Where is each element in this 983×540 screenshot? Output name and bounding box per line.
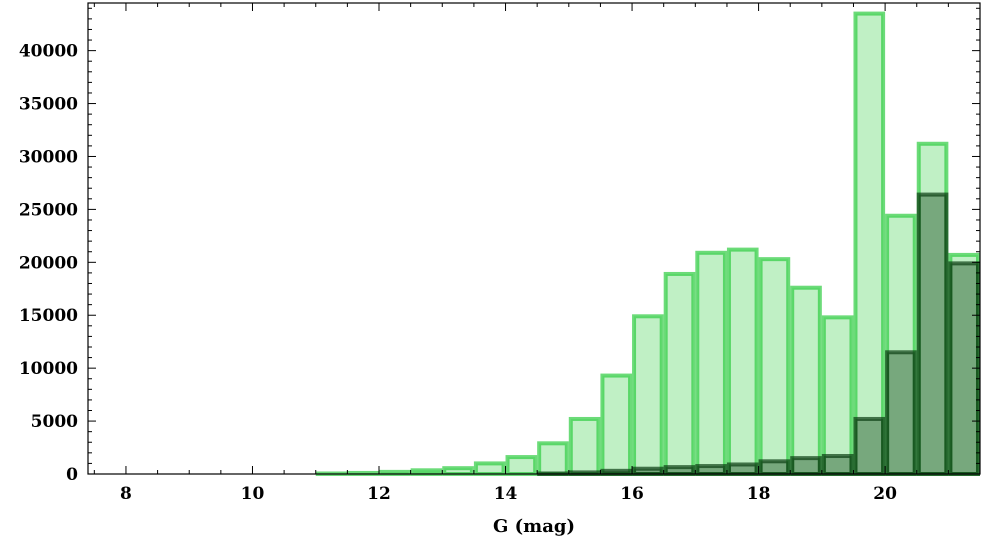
y-tick-label: 25000	[19, 200, 78, 220]
x-tick-label: 20	[873, 484, 897, 504]
dark-bar	[632, 466, 664, 476]
green-bar	[442, 466, 474, 476]
dark-bar	[663, 465, 696, 477]
y-tick-label: 5000	[31, 412, 78, 432]
green-bars-group	[315, 11, 980, 477]
green-bar	[758, 257, 791, 476]
x-tick-label: 18	[747, 484, 771, 504]
y-tick-label: 30000	[19, 147, 78, 167]
green-bar	[473, 461, 506, 477]
x-tick-label: 12	[367, 484, 391, 504]
y-tick-label: 35000	[19, 95, 78, 115]
green-bar	[821, 315, 854, 476]
green-bar	[726, 247, 759, 476]
x-tick-label: 14	[494, 484, 518, 504]
green-bar	[537, 441, 569, 476]
axes-group: 8 10 12 14 16 18 20 0 5000 10000 15000 20000 25000 30…	[19, 2, 981, 504]
dark-bar	[885, 350, 917, 476]
dark-bar	[695, 464, 727, 477]
x-tick-label: 8	[120, 484, 132, 504]
dark-bar	[948, 261, 980, 477]
dark-bar	[916, 192, 949, 476]
y-tick-label: 0	[66, 465, 78, 485]
y-tick-label: 10000	[19, 359, 78, 379]
green-bar	[568, 416, 601, 476]
y-tick-label: 20000	[19, 253, 78, 273]
x-tick-label: 16	[620, 484, 644, 504]
green-bar	[695, 250, 727, 476]
dark-bar	[726, 462, 759, 476]
dark-bar	[821, 454, 854, 477]
green-bar	[600, 373, 633, 476]
green-bar	[916, 141, 949, 476]
green-bar	[663, 271, 696, 476]
green-bar	[885, 213, 917, 476]
x-tick-label: 10	[241, 484, 265, 504]
green-bar	[853, 11, 886, 477]
y-tick-label: 15000	[19, 306, 78, 326]
green-bar	[790, 285, 822, 476]
green-bar	[505, 455, 538, 476]
green-bar	[632, 314, 664, 476]
plot-frame	[87, 2, 981, 475]
y-tick-label: 40000	[19, 42, 78, 62]
dark-bar	[758, 459, 791, 477]
dark-bar	[790, 456, 822, 477]
dark-bar	[853, 416, 886, 476]
x-axis-title: G (mag)	[493, 516, 575, 537]
